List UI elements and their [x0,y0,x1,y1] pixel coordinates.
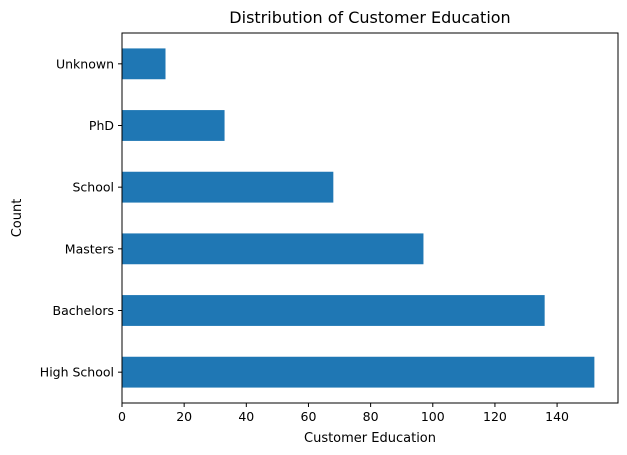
y-tick-label: PhD [89,118,114,133]
y-tick-label: High School [40,365,114,380]
bar-masters [122,233,424,265]
x-tick-label: 40 [238,409,254,424]
y-axis-label: Count [10,199,25,238]
y-tick-label: School [73,180,115,195]
bars-group [122,48,595,388]
bar-phd [122,110,225,141]
x-tick-label: 140 [545,409,569,424]
x-axis-ticks: 0 20 40 60 80 100 120 140 [118,403,569,424]
bar-school [122,171,334,203]
bar-unknown [122,48,166,80]
x-tick-label: 80 [363,409,379,424]
x-tick-label: 0 [118,409,126,424]
y-tick-label: Masters [65,241,114,256]
bar-high-school [122,356,595,388]
bar-bachelors [122,295,545,326]
x-axis-label: Customer Education [304,431,436,446]
x-tick-label: 20 [176,409,192,424]
plot-frame [121,32,619,404]
y-tick-label: Unknown [56,56,114,71]
x-tick-label: 60 [301,409,317,424]
x-tick-label: 100 [421,409,445,424]
chart-title: Distribution of Customer Education [229,8,510,27]
x-tick-label: 120 [483,409,507,424]
y-tick-label: Bachelors [53,303,115,318]
y-axis-ticks: High School Bachelors Masters School PhD Unkn… [40,56,122,380]
